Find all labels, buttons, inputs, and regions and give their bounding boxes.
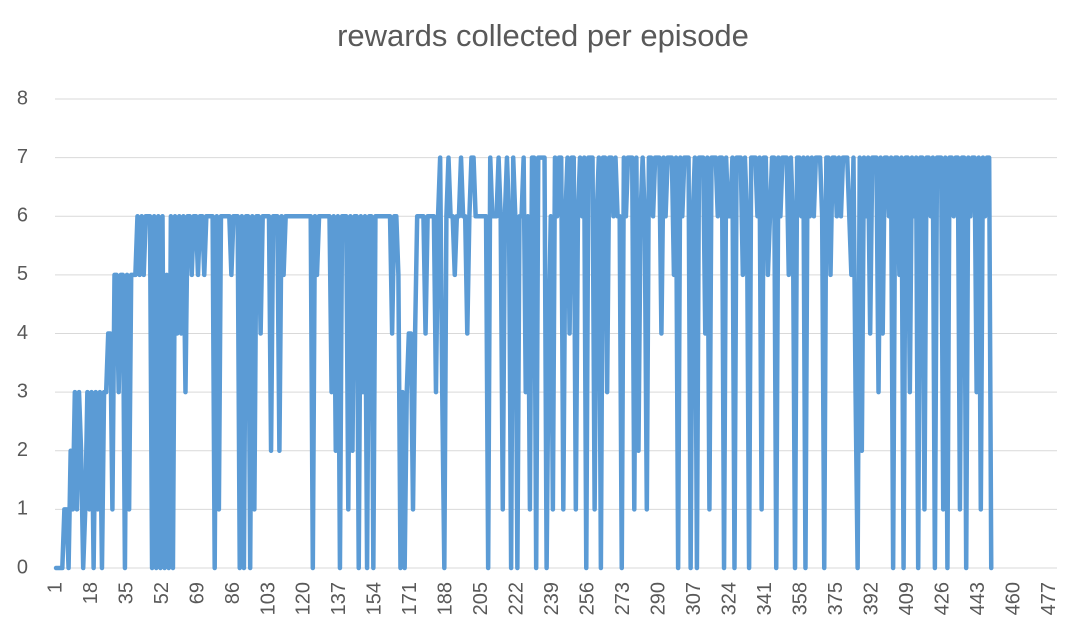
x-tick-label: 375: [825, 582, 847, 615]
x-tick-label: 154: [364, 582, 386, 615]
x-tick-label: 171: [399, 582, 421, 615]
y-tick-label: 5: [17, 263, 28, 285]
x-tick-label: 205: [470, 582, 492, 615]
x-tick-label: 443: [967, 582, 989, 615]
x-tick-label: 358: [790, 582, 812, 615]
x-tick-label: 222: [506, 582, 528, 615]
data-line: [53, 155, 994, 571]
y-tick-label: 7: [17, 146, 28, 168]
x-tick-label: 188: [435, 582, 457, 615]
x-tick-label: 426: [932, 582, 954, 615]
x-tick-label: 477: [1038, 582, 1060, 615]
x-tick-label: 256: [577, 582, 599, 615]
x-tick-label: 341: [754, 582, 776, 615]
x-tick-label: 239: [541, 582, 563, 615]
x-tick-label: 35: [115, 582, 137, 604]
x-tick-label: 273: [612, 582, 634, 615]
y-tick-label: 0: [17, 556, 28, 578]
x-tick-label: 103: [257, 582, 279, 615]
y-tick-label: 3: [17, 380, 28, 402]
x-tick-label: 392: [861, 582, 883, 615]
x-tick-label: 324: [719, 582, 741, 615]
x-tick-label: 307: [683, 582, 705, 615]
x-tick-label: 409: [896, 582, 918, 615]
x-tick-label: 460: [1002, 582, 1024, 615]
x-tick-label: 290: [648, 582, 670, 615]
y-tick-label: 6: [17, 205, 28, 227]
x-tick-label: 120: [293, 582, 315, 615]
y-tick-label: 4: [17, 322, 28, 344]
x-tick-label: 86: [222, 582, 244, 604]
y-tick-label: 1: [17, 498, 28, 520]
x-tick-label: 69: [186, 582, 208, 604]
chart-title: rewards collected per episode: [337, 18, 749, 53]
x-tick-label: 1: [44, 582, 66, 593]
y-tick-label: 2: [17, 439, 28, 461]
x-tick-label: 137: [328, 582, 350, 615]
x-tick-label: 52: [151, 582, 173, 604]
y-tick-label: 8: [17, 87, 28, 109]
x-tick-label: 18: [80, 582, 102, 604]
